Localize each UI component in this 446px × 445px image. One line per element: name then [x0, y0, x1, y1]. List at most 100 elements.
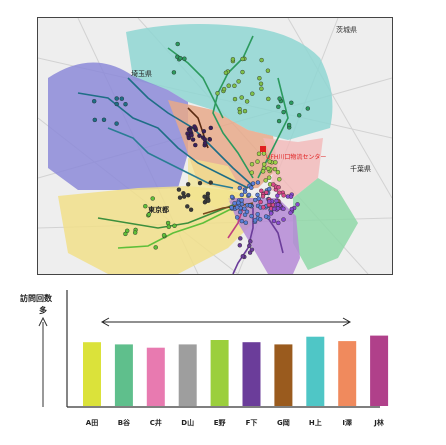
- stop-dot: [258, 81, 264, 87]
- stop-dot: [123, 231, 128, 237]
- y-axis-arrowhead-icon: [38, 316, 48, 327]
- stop-dot: [240, 69, 245, 75]
- bar-5: [210, 340, 229, 406]
- stop-dot: [277, 177, 282, 182]
- stop-dot: [249, 170, 255, 175]
- x-tick-labels: A田 B谷 C井 D山 E野 F下 G岡 H上 I澤 J林: [86, 418, 385, 427]
- stop-dot: [221, 86, 227, 92]
- stop-dot: [114, 101, 119, 107]
- stop-dot: [259, 86, 264, 91]
- stop-dot: [242, 206, 247, 212]
- stop-dot: [234, 205, 240, 210]
- x-tick-label: H上: [309, 418, 322, 427]
- stop-dot: [189, 133, 194, 138]
- stop-dot: [266, 199, 272, 204]
- stop-dot: [240, 56, 245, 62]
- stop-dot: [259, 188, 264, 194]
- stop-dot: [208, 180, 213, 185]
- x-tick-label: A田: [86, 419, 98, 427]
- stop-dot: [230, 57, 236, 62]
- stop-dot: [119, 96, 125, 101]
- bar-10: [370, 335, 389, 406]
- stop-dot: [239, 192, 245, 198]
- stop-dot: [172, 223, 177, 229]
- stop-dot: [264, 190, 269, 195]
- stop-dot: [276, 104, 281, 110]
- stop-dot: [266, 186, 272, 192]
- stop-dot: [276, 220, 281, 226]
- stop-dot: [242, 189, 248, 194]
- stop-dot: [277, 96, 282, 101]
- arrow-right-icon: [342, 317, 352, 327]
- zone-southeast-green: [293, 178, 358, 270]
- stop-dot: [202, 194, 207, 199]
- stop-dot: [243, 220, 249, 225]
- stop-dot: [207, 137, 213, 142]
- stop-dots: [92, 41, 310, 260]
- x-tick-label: I澤: [342, 418, 352, 427]
- stop-dot: [258, 199, 263, 205]
- label-chiba: 千葉県: [350, 164, 371, 173]
- x-tick-label: J林: [373, 418, 385, 427]
- stop-dot: [92, 117, 97, 123]
- stop-dot: [223, 70, 229, 75]
- stop-dot: [240, 254, 246, 259]
- stop-dot: [238, 236, 243, 241]
- bar-4: [178, 344, 197, 406]
- stop-dot: [305, 106, 310, 111]
- stop-dot: [263, 214, 269, 219]
- map-canvas: 茨城県 埼玉県 千葉県 東京都 UFH川口物流センター: [38, 18, 392, 274]
- stop-dot: [246, 192, 252, 198]
- stop-dot: [271, 182, 276, 187]
- stop-dot: [146, 212, 152, 217]
- stop-dot: [252, 218, 258, 223]
- stop-dot: [288, 194, 294, 199]
- stop-dot: [250, 91, 255, 96]
- stop-dot: [239, 198, 244, 203]
- bar-2: [114, 344, 133, 406]
- stop-dot: [268, 211, 274, 216]
- zone-center-yellow: [188, 158, 243, 208]
- stop-dot: [260, 194, 266, 199]
- stop-dot: [178, 56, 183, 61]
- stop-dot: [255, 180, 261, 185]
- stop-dot: [186, 135, 192, 141]
- stop-dot: [248, 239, 253, 244]
- stop-dot: [226, 83, 231, 88]
- stop-dot: [150, 196, 155, 201]
- stop-dot: [272, 166, 278, 172]
- bar-3: [146, 347, 165, 406]
- stop-dot: [289, 206, 295, 212]
- stop-dot: [259, 57, 264, 63]
- arrow-left-icon: [100, 317, 110, 327]
- stop-dot: [92, 98, 97, 104]
- label-saitama: 埼玉県: [131, 69, 152, 78]
- stop-dot: [208, 125, 214, 131]
- stop-dot: [274, 198, 279, 204]
- stop-dot: [266, 96, 271, 102]
- stop-dot: [244, 99, 250, 104]
- stop-dot: [266, 175, 272, 180]
- distribution-center-marker: [260, 146, 266, 152]
- stop-dot: [237, 243, 243, 248]
- stop-dot: [232, 83, 237, 89]
- stop-dot: [267, 159, 272, 164]
- stop-dot: [206, 198, 211, 203]
- stop-dot: [161, 232, 167, 238]
- x-tick-label: F下: [246, 419, 258, 427]
- y-axis-label-many: 多: [39, 305, 47, 315]
- stop-dot: [229, 205, 234, 210]
- zone-east-pink: [263, 138, 323, 198]
- stop-dot: [229, 194, 235, 200]
- bar-7: [274, 344, 293, 406]
- stop-dot: [281, 193, 286, 198]
- stop-dot: [276, 118, 282, 124]
- stop-dot: [249, 185, 254, 190]
- x-tick-label: C井: [150, 418, 162, 427]
- stop-dot: [263, 178, 268, 183]
- stop-dot: [247, 203, 253, 208]
- label-distribution-center: UFH川口物流センター: [266, 153, 326, 161]
- stop-dot: [260, 169, 266, 174]
- stop-dot: [188, 207, 194, 212]
